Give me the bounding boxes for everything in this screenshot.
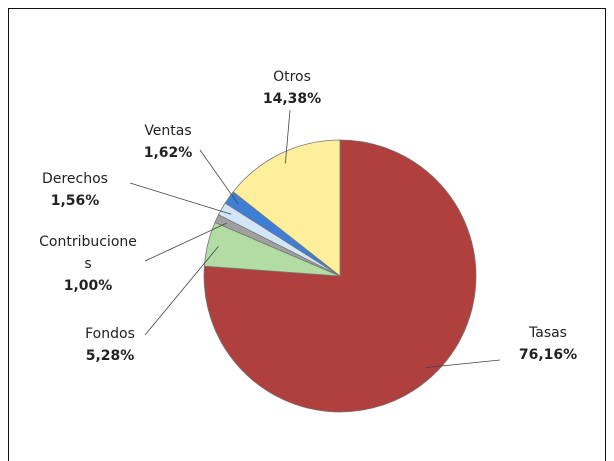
category-label: Fondos [85,326,135,342]
leader-line [129,182,232,215]
category-label: Contribuciones [39,234,137,272]
category-label: Ventas [144,123,192,139]
value-label: 76,16% [518,347,578,363]
slice-label: Derechos 1,56% [42,168,108,212]
slice-label: Tasas 76,16% [519,322,577,366]
value-label: 5,28% [85,348,135,364]
slice-label: Otros 14,38% [263,66,321,110]
slice-label: Contribuciones 1,00% [36,231,141,297]
leader-line [425,359,501,369]
category-label: Otros [273,69,311,85]
pie-slice [232,139,341,277]
leader-line [144,246,219,336]
value-label: 14,38% [262,91,322,107]
value-label: 1,56% [50,193,100,209]
leader-line [284,109,291,164]
frame [8,8,606,461]
category-label: Derechos [42,171,108,187]
value-label: 1,00% [63,278,113,294]
value-label: 1,62% [143,145,193,161]
slice-label: Ventas 1,62% [144,120,193,164]
category-label: Tasas [529,325,567,341]
leader-line [144,222,227,262]
leader-line [199,149,239,204]
slice-label: Fondos 5,28% [85,323,135,367]
pie-slice [203,139,477,413]
